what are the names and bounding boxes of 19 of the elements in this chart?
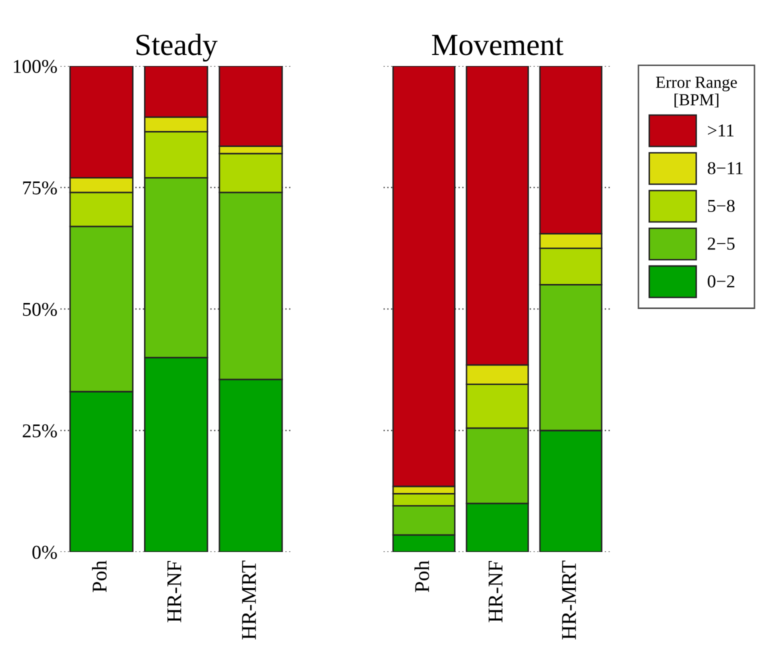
legend-label: >11 bbox=[708, 124, 734, 136]
legend-title: Error Range [BPM] bbox=[656, 76, 737, 108]
y-tick-label: 0% bbox=[32, 546, 57, 559]
x-tick-label: HR-NF bbox=[488, 561, 502, 622]
x-tick-label: HR-MRT bbox=[562, 560, 576, 640]
legend-label: 5−8 bbox=[708, 200, 735, 212]
chart-title: Steady bbox=[136, 34, 218, 62]
chart-title: Movement bbox=[432, 34, 564, 56]
legend-label: 0−2 bbox=[708, 275, 734, 288]
legend-label: 8−11 bbox=[708, 162, 743, 174]
y-tick-label: 50% bbox=[23, 302, 57, 316]
x-tick-label: Poh bbox=[414, 560, 430, 592]
y-tick-label: 75% bbox=[23, 181, 57, 195]
x-tick-label: HR-NF bbox=[167, 561, 182, 622]
x-tick-label: Poh bbox=[92, 560, 107, 592]
legend-label: 2−5 bbox=[708, 238, 735, 250]
x-tick-label: HR-MRT bbox=[242, 560, 256, 640]
y-tick-label: 25% bbox=[22, 424, 57, 438]
y-tick-label: 100% bbox=[14, 60, 57, 74]
